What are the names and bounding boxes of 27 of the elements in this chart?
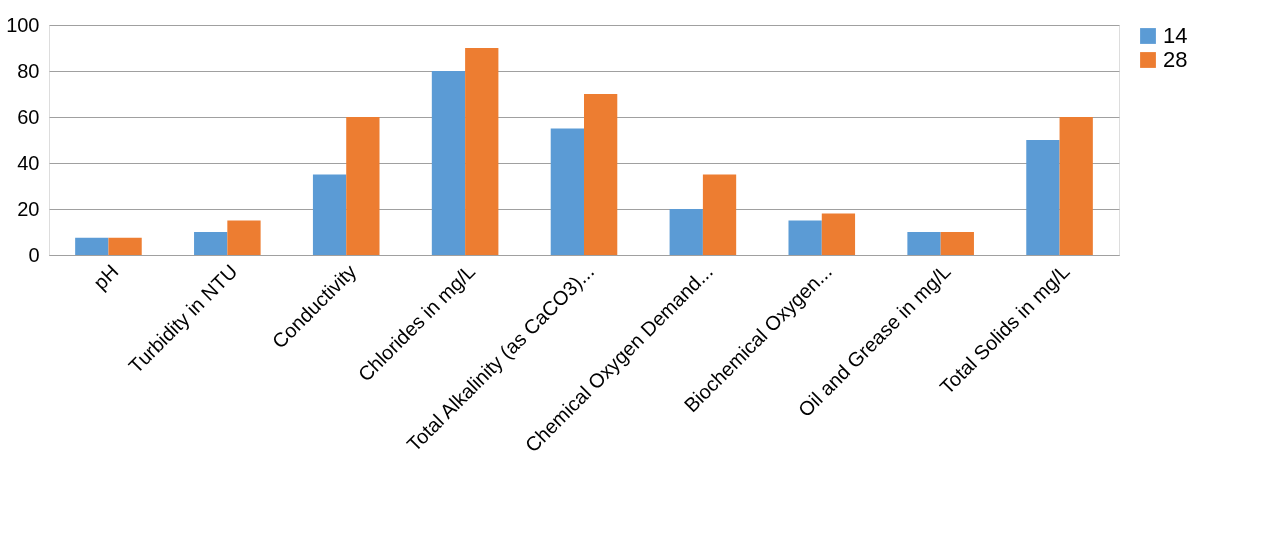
y-tick-label: 100: [6, 13, 40, 36]
bar: [702, 174, 737, 255]
bar: [669, 209, 703, 255]
bar: [312, 174, 347, 255]
y-tick-label: 20: [17, 197, 40, 220]
bar: [788, 220, 822, 255]
y-tick-label: 0: [28, 243, 40, 266]
bar: [1026, 140, 1060, 255]
bar: [584, 94, 618, 255]
bar: [821, 213, 856, 255]
legend-label: 28: [1163, 47, 1188, 72]
y-tick-label: 80: [17, 59, 40, 82]
bar: [550, 128, 584, 255]
bar: [1059, 117, 1093, 255]
bar: [194, 232, 228, 255]
bar: [227, 220, 261, 255]
y-tick-label: 60: [17, 105, 40, 128]
bar: [465, 48, 499, 255]
bar: [431, 71, 466, 255]
bar: [907, 232, 941, 255]
bar: [940, 232, 974, 255]
bar: [108, 237, 142, 255]
legend-label: 14: [1163, 23, 1188, 48]
bar: [75, 237, 109, 255]
bar: [346, 117, 380, 255]
x-tick-label: pH: [88, 260, 123, 294]
y-tick-label: 40: [17, 151, 40, 174]
